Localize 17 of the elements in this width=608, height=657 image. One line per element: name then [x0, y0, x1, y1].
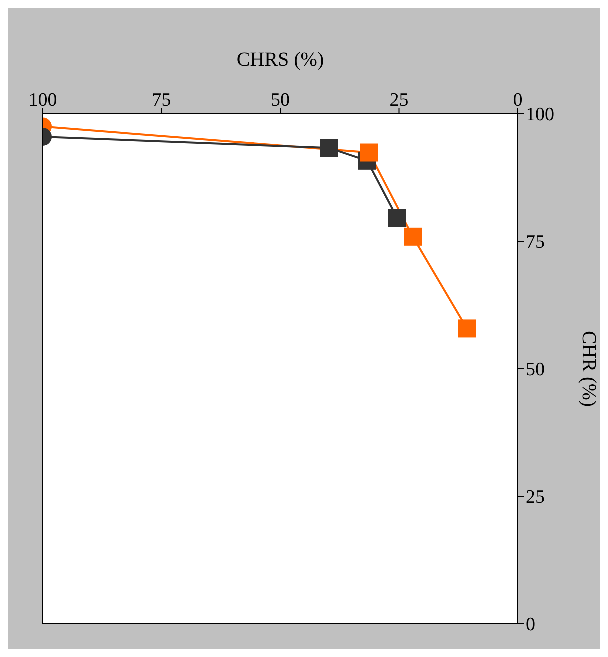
- point: [404, 228, 422, 246]
- x-axis-title: CHRS (%): [236, 49, 324, 72]
- y-tick-label: 25: [526, 487, 545, 508]
- point: [360, 144, 378, 162]
- point: [458, 320, 476, 338]
- y-axis-title: CHR (%): [578, 330, 600, 408]
- y-tick-label: 50: [526, 360, 545, 381]
- y-tick-label: 100: [526, 104, 554, 126]
- point: [320, 139, 338, 158]
- x-tick-label: 75: [152, 90, 172, 111]
- x-tick-label: 100: [28, 90, 58, 111]
- x-tick-label: 50: [271, 90, 290, 111]
- y-tick-label: 75: [526, 232, 545, 254]
- y-tick-label: 0: [526, 614, 536, 636]
- x-tick-label: 25: [390, 90, 409, 111]
- point: [388, 209, 406, 228]
- x-tick-label: 0: [513, 90, 523, 111]
